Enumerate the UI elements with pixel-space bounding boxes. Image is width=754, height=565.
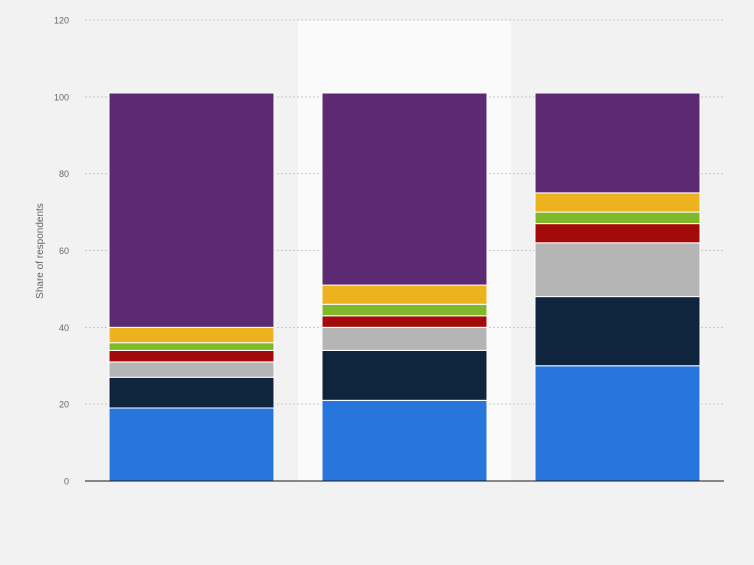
bar-segment[interactable] bbox=[321, 284, 488, 305]
y-tick-label: 60 bbox=[59, 246, 69, 256]
bar-segment[interactable] bbox=[534, 211, 701, 225]
y-axis-label: Share of respondents bbox=[35, 203, 46, 299]
bar-segment[interactable] bbox=[321, 326, 488, 351]
bar-segment[interactable] bbox=[534, 242, 701, 298]
bar-segment[interactable] bbox=[321, 349, 488, 401]
y-tick-label: 120 bbox=[54, 16, 69, 26]
bars bbox=[108, 92, 701, 482]
bar-segment[interactable] bbox=[108, 92, 275, 328]
y-tick-label: 40 bbox=[59, 323, 69, 333]
bar-segment[interactable] bbox=[534, 223, 701, 244]
bar-segment[interactable] bbox=[108, 349, 275, 363]
bar-segment[interactable] bbox=[108, 326, 275, 344]
bar-segment[interactable] bbox=[321, 303, 488, 317]
bar-segment[interactable] bbox=[534, 192, 701, 213]
bar-segment[interactable] bbox=[108, 407, 275, 482]
y-tick-label: 80 bbox=[59, 169, 69, 179]
y-axis-ticks: 0 20 40 60 80 100 120 bbox=[54, 16, 69, 487]
bar-segment[interactable] bbox=[321, 315, 488, 328]
bar-segment[interactable] bbox=[108, 361, 275, 378]
bar-segment[interactable] bbox=[321, 399, 488, 482]
y-tick-label: 20 bbox=[59, 400, 69, 410]
y-tick-label: 0 bbox=[64, 477, 69, 487]
bar-segment[interactable] bbox=[321, 92, 488, 286]
bar-segment[interactable] bbox=[534, 365, 701, 482]
bar-segment[interactable] bbox=[534, 92, 701, 194]
y-tick-label: 100 bbox=[54, 92, 69, 102]
bar-segment[interactable] bbox=[534, 296, 701, 367]
bar-segment[interactable] bbox=[108, 342, 275, 351]
bar-segment[interactable] bbox=[108, 376, 275, 409]
